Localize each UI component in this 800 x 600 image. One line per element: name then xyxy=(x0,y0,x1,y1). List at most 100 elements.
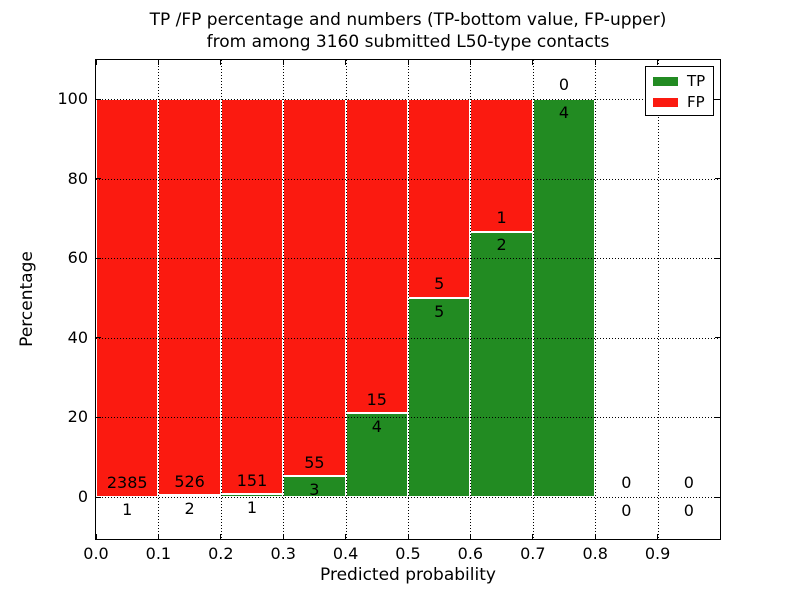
tp-bar-segment xyxy=(345,413,408,497)
tp-count-label: 0 xyxy=(683,500,694,520)
x-tick-label: 0.6 xyxy=(457,544,484,563)
y-axis-label: Percentage xyxy=(17,251,37,347)
plot-area: 2385 1 526 2 151 1 55 3 15 4 5 5 1 2 0 4 0 0 0 0 xyxy=(95,59,721,540)
legend-item-fp: FP xyxy=(653,94,706,110)
y-tick-mark xyxy=(715,496,720,498)
x-tick-label: 0.8 xyxy=(582,544,608,563)
y-tick-mark xyxy=(96,257,101,259)
tp-count-label: 0 xyxy=(621,500,632,520)
v-gridline xyxy=(532,60,534,539)
x-tick-mark xyxy=(469,534,471,539)
x-tick-mark xyxy=(657,534,659,539)
y-tick-mark xyxy=(96,178,101,180)
fp-bar-segment xyxy=(470,99,533,232)
y-tick-label: 0 xyxy=(77,487,88,506)
x-tick-label: 0.1 xyxy=(145,544,172,563)
v-gridline xyxy=(283,60,285,539)
x-tick-label: 0.7 xyxy=(520,544,546,563)
legend-label-tp: TP xyxy=(687,72,706,90)
legend-label-fp: FP xyxy=(687,93,705,111)
x-tick-mark xyxy=(157,60,159,65)
y-tick-label: 80 xyxy=(67,168,88,188)
tp-bar-segment xyxy=(408,298,471,497)
tp-count-label: 5 xyxy=(434,301,445,321)
tp-count-label: 1 xyxy=(122,500,133,520)
tp-count-label: 2 xyxy=(184,499,195,519)
tp-swatch-icon xyxy=(653,76,678,86)
y-tick-label: 100 xyxy=(57,89,88,108)
x-tick-mark xyxy=(594,534,596,539)
fp-count-label: 5 xyxy=(434,274,445,294)
x-tick-mark xyxy=(657,60,659,65)
y-tick-mark xyxy=(96,98,101,100)
y-tick-mark xyxy=(96,416,101,418)
tp-count-label: 2 xyxy=(496,235,507,255)
x-tick-mark xyxy=(594,60,596,65)
x-tick-mark xyxy=(282,534,284,539)
fp-bar-segment xyxy=(345,99,408,414)
tp-bar-segment xyxy=(532,99,596,497)
fp-count-label: 55 xyxy=(304,452,325,472)
fp-swatch-icon xyxy=(653,97,678,107)
tp-count-label: 4 xyxy=(558,102,570,122)
y-tick-mark xyxy=(715,257,720,259)
fp-count-label: 151 xyxy=(236,470,268,490)
y-tick-label: 40 xyxy=(67,327,88,347)
y-tick-label: 20 xyxy=(67,407,88,427)
fp-count-label: 526 xyxy=(174,471,205,491)
x-tick-label: 0.2 xyxy=(208,544,234,563)
fp-count-label: 15 xyxy=(366,389,387,409)
y-tick-mark xyxy=(96,496,101,498)
v-gridline xyxy=(220,60,222,539)
tp-count-label: 4 xyxy=(371,416,382,436)
fp-bar-segment xyxy=(96,99,159,497)
x-tick-mark xyxy=(95,60,97,65)
v-gridline xyxy=(345,60,347,539)
x-tick-label: 0.5 xyxy=(395,544,421,563)
x-tick-mark xyxy=(532,534,534,539)
v-gridline xyxy=(595,60,597,539)
tp-count-label: 3 xyxy=(309,479,320,499)
y-tick-mark xyxy=(96,337,101,339)
x-tick-mark xyxy=(532,60,534,65)
x-tick-mark xyxy=(345,534,347,539)
y-tick-mark xyxy=(715,178,720,180)
x-tick-mark xyxy=(282,60,284,65)
tp-bar-segment xyxy=(470,231,533,497)
fp-count-label: 2385 xyxy=(106,473,148,493)
fp-count-label: 0 xyxy=(683,473,694,493)
y-tick-mark xyxy=(715,337,720,339)
x-axis-label: Predicted probability xyxy=(320,565,496,585)
y-tick-mark xyxy=(715,416,720,418)
x-tick-mark xyxy=(95,534,97,539)
x-tick-mark xyxy=(407,60,409,65)
x-tick-label: 0.9 xyxy=(644,544,671,563)
legend: TP FP xyxy=(645,66,714,116)
v-gridline xyxy=(657,60,659,539)
tp-count-label: 1 xyxy=(246,497,258,517)
x-tick-mark xyxy=(469,60,471,65)
x-tick-label: 0.0 xyxy=(83,544,109,563)
x-tick-mark xyxy=(157,534,159,539)
legend-item-tp: TP xyxy=(653,73,706,89)
y-tick-label: 60 xyxy=(67,248,88,268)
fp-count-label: 0 xyxy=(558,75,570,95)
chart-title-line1: TP /FP percentage and numbers (TP-bottom… xyxy=(149,10,667,30)
y-tick-mark xyxy=(715,98,720,100)
fp-bar-segment xyxy=(283,99,346,477)
x-tick-mark xyxy=(220,60,222,65)
fp-count-label: 1 xyxy=(496,208,507,228)
x-tick-mark xyxy=(345,60,347,65)
x-tick-label: 0.3 xyxy=(270,544,296,563)
v-gridline xyxy=(408,60,409,539)
chart-title: TP /FP percentage and numbers (TP-bottom… xyxy=(96,9,720,53)
x-tick-mark xyxy=(407,534,409,539)
x-tick-label: 0.4 xyxy=(332,544,359,563)
chart-title-line2: from among 3160 submitted L50-type conta… xyxy=(206,32,610,52)
v-gridline xyxy=(158,60,160,539)
fp-bar-segment xyxy=(158,99,221,496)
fp-count-label: 0 xyxy=(621,473,632,493)
fp-bar-segment xyxy=(220,99,284,495)
x-tick-mark xyxy=(220,534,222,539)
